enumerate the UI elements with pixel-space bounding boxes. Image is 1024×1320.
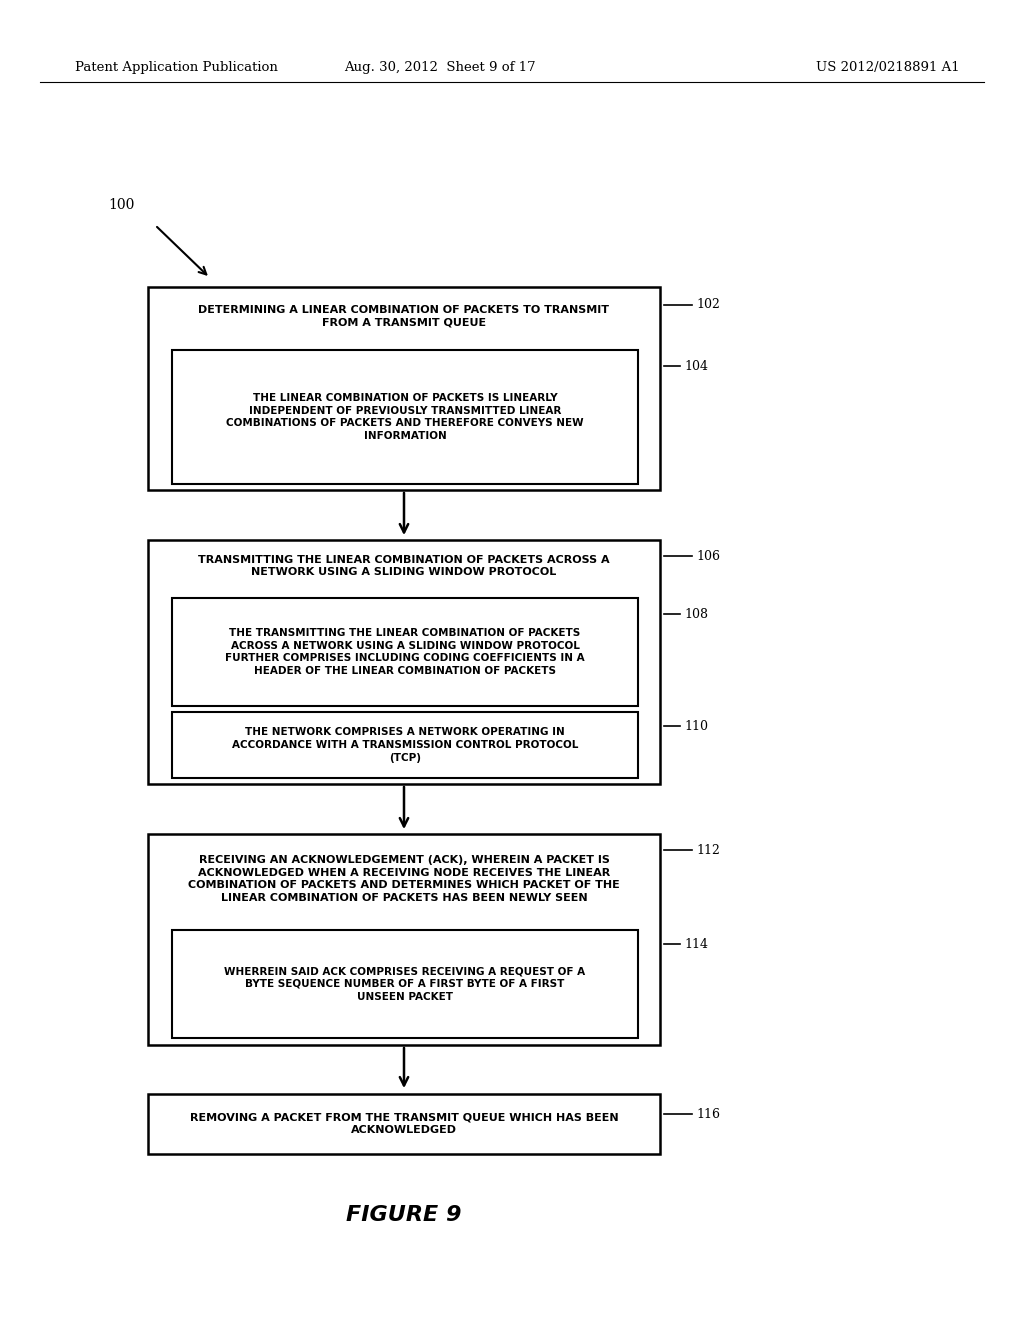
Text: TRANSMITTING THE LINEAR COMBINATION OF PACKETS ACROSS A
NETWORK USING A SLIDING : TRANSMITTING THE LINEAR COMBINATION OF P… [199,554,610,577]
Text: THE LINEAR COMBINATION OF PACKETS IS LINEARLY
INDEPENDENT OF PREVIOUSLY TRANSMIT: THE LINEAR COMBINATION OF PACKETS IS LIN… [226,393,584,441]
Bar [148,540,660,784]
Text: 116: 116 [696,1107,720,1121]
Text: 108: 108 [684,607,708,620]
Text: 100: 100 [108,198,134,213]
Text: DETERMINING A LINEAR COMBINATION OF PACKETS TO TRANSMIT
FROM A TRANSMIT QUEUE: DETERMINING A LINEAR COMBINATION OF PACK… [199,305,609,327]
Text: Patent Application Publication: Patent Application Publication [75,62,278,74]
Bar [148,834,660,1045]
Text: 114: 114 [684,937,708,950]
Text: THE TRANSMITTING THE LINEAR COMBINATION OF PACKETS
ACROSS A NETWORK USING A SLID: THE TRANSMITTING THE LINEAR COMBINATION … [225,628,585,676]
Text: 102: 102 [696,298,720,312]
Text: 112: 112 [696,843,720,857]
Text: US 2012/0218891 A1: US 2012/0218891 A1 [816,62,961,74]
Bar [172,350,638,484]
Text: RECEIVING AN ACKNOWLEDGEMENT (ACK), WHEREIN A PACKET IS
ACKNOWLEDGED WHEN A RECE: RECEIVING AN ACKNOWLEDGEMENT (ACK), WHER… [188,855,620,903]
Bar [172,711,638,777]
Bar [172,931,638,1038]
Text: 104: 104 [684,359,708,372]
Text: FIGURE 9: FIGURE 9 [346,1205,462,1225]
Bar [172,598,638,706]
Text: REMOVING A PACKET FROM THE TRANSMIT QUEUE WHICH HAS BEEN
ACKNOWLEDGED: REMOVING A PACKET FROM THE TRANSMIT QUEU… [189,1113,618,1135]
Bar [148,1094,660,1154]
Text: WHERREIN SAID ACK COMPRISES RECEIVING A REQUEST OF A
BYTE SEQUENCE NUMBER OF A F: WHERREIN SAID ACK COMPRISES RECEIVING A … [224,966,586,1002]
Text: Aug. 30, 2012  Sheet 9 of 17: Aug. 30, 2012 Sheet 9 of 17 [344,62,536,74]
Text: 106: 106 [696,549,720,562]
Text: 110: 110 [684,719,708,733]
Text: THE NETWORK COMPRISES A NETWORK OPERATING IN
ACCORDANCE WITH A TRANSMISSION CONT: THE NETWORK COMPRISES A NETWORK OPERATIN… [231,727,579,763]
Bar [148,286,660,490]
